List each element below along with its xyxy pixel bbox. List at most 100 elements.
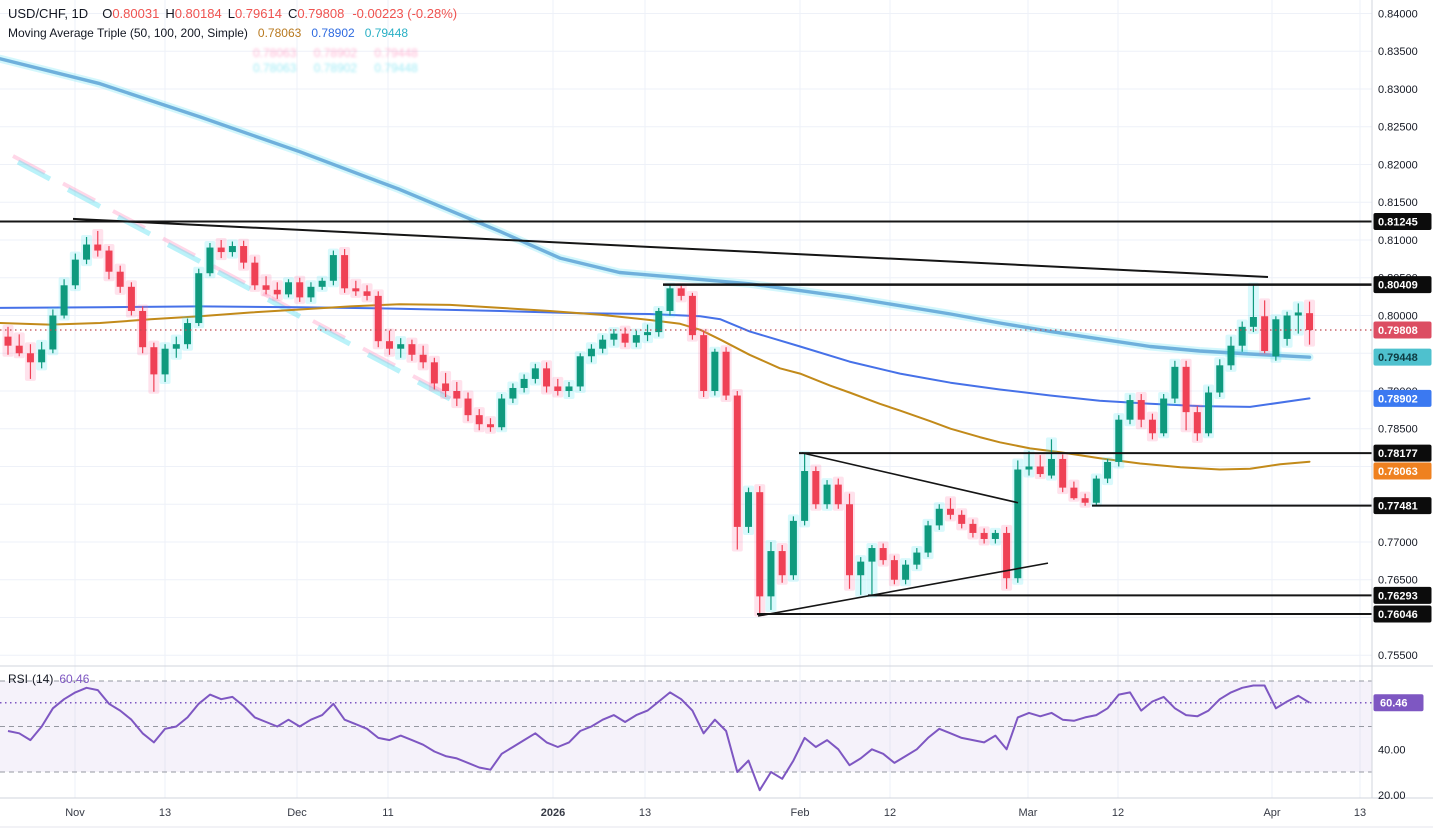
- time-axis-label[interactable]: 13: [159, 807, 171, 819]
- rsi-label[interactable]: RSI: [8, 672, 29, 686]
- price-badge-value: 0.79448: [1378, 352, 1418, 364]
- candle-body: [206, 247, 214, 274]
- time-axis-label[interactable]: Nov: [65, 807, 85, 819]
- candle-body: [172, 344, 180, 349]
- candle-body: [430, 362, 438, 384]
- candle-body: [15, 345, 23, 354]
- candle-body: [688, 295, 696, 336]
- candle-body: [296, 282, 304, 298]
- candle-body: [924, 525, 932, 553]
- time-axis-label[interactable]: 2026: [541, 807, 565, 819]
- ghost-dash: [416, 379, 452, 402]
- ghost-dash: [112, 209, 146, 230]
- candle-body: [1003, 532, 1011, 579]
- candle-body: [262, 285, 270, 290]
- symbol-title[interactable]: USD/CHF, 1D: [8, 6, 89, 21]
- price-badge-value: 0.78177: [1378, 448, 1418, 460]
- close-label: C: [287, 6, 298, 21]
- ma-indicator-row: Moving Average Triple (50, 100, 200, Sim…: [8, 26, 457, 40]
- candle-body: [60, 285, 68, 316]
- price-badge-value: 0.78902: [1378, 393, 1418, 405]
- candle-body: [1137, 400, 1145, 420]
- candle-body: [666, 288, 674, 311]
- candle-body: [655, 310, 663, 333]
- high-label: H: [165, 6, 175, 21]
- time-axis-label[interactable]: 12: [1112, 807, 1124, 819]
- candle-body: [273, 289, 281, 295]
- candle-body: [139, 310, 147, 348]
- candle-body: [722, 351, 730, 396]
- candle-body: [587, 348, 595, 357]
- price-badge: [1373, 462, 1432, 480]
- candle-body: [127, 286, 135, 311]
- price-axis-label: 0.76500: [1378, 575, 1418, 587]
- candle-body: [251, 262, 259, 286]
- candle-body: [531, 368, 539, 379]
- candle-body: [1171, 366, 1179, 399]
- candle-body: [419, 354, 427, 363]
- ghost-dash: [316, 324, 352, 347]
- time-axis-label[interactable]: 13: [639, 807, 651, 819]
- candle-body: [733, 395, 741, 527]
- candle-body: [38, 349, 46, 363]
- candle-body: [240, 246, 248, 263]
- candle-body: [71, 259, 79, 286]
- time-axis-label[interactable]: 11: [382, 807, 393, 819]
- ghost-dash: [116, 214, 152, 237]
- time-axis-label[interactable]: Feb: [791, 807, 810, 819]
- candle-body: [1272, 319, 1280, 357]
- candle-body: [902, 564, 910, 580]
- price-badge-value: 0.81245: [1378, 217, 1418, 229]
- time-axis-label[interactable]: Dec: [287, 807, 307, 819]
- candle-body: [464, 398, 472, 416]
- candle-body: [1205, 392, 1213, 434]
- candle-body: [94, 244, 102, 251]
- price-axis-label: 0.81500: [1378, 197, 1418, 209]
- price-axis-label: 0.80000: [1378, 310, 1418, 322]
- candle-body: [1294, 312, 1302, 316]
- candle-body: [1306, 313, 1314, 330]
- candle-body: [442, 383, 450, 391]
- price-axis-label: 0.82500: [1378, 122, 1418, 134]
- candle-body: [677, 288, 685, 296]
- price-badge: [1373, 605, 1432, 623]
- candle-body: [1249, 317, 1257, 327]
- candle-body: [4, 336, 12, 346]
- candle-body: [913, 552, 921, 565]
- ma200-value: 0.79448: [364, 26, 409, 40]
- candle-body: [1283, 315, 1291, 339]
- rsi-badge: [1373, 694, 1424, 712]
- candle-body: [543, 368, 551, 387]
- candle-body: [1104, 461, 1112, 479]
- candle-body: [1092, 478, 1100, 503]
- candle-body: [83, 244, 91, 260]
- candle-body: [486, 424, 494, 428]
- time-axis-label[interactable]: 13: [1354, 807, 1366, 819]
- ma50-value: 0.78063: [257, 26, 302, 40]
- candle-body: [1182, 366, 1190, 413]
- low-value: 0.79614: [234, 6, 282, 21]
- candle-body: [105, 250, 113, 272]
- time-axis-label[interactable]: Mar: [1019, 807, 1038, 819]
- candle-body: [1059, 458, 1067, 488]
- candle-body: [969, 523, 977, 533]
- time-axis-label[interactable]: Apr: [1263, 807, 1280, 819]
- candle-body: [991, 532, 999, 539]
- candle-body: [184, 323, 192, 345]
- candle-body: [285, 282, 292, 295]
- candle-body: [1238, 326, 1246, 346]
- trendline: [757, 562, 1049, 617]
- candle-body: [318, 280, 326, 287]
- ma-line: [0, 57, 1312, 359]
- ghost-dash: [62, 181, 96, 203]
- change-value: -0.00223 (-0.28%): [352, 6, 458, 21]
- price-axis-label: 0.75500: [1378, 650, 1418, 662]
- candle-body: [778, 551, 786, 576]
- ma-indicator-title[interactable]: Moving Average Triple (50, 100, 200, Sim…: [8, 26, 248, 40]
- time-axis-label[interactable]: 12: [884, 807, 896, 819]
- ghost-dash: [212, 264, 246, 285]
- ghost-dash: [166, 242, 202, 264]
- candle-body: [352, 288, 360, 292]
- candle-body: [935, 508, 943, 526]
